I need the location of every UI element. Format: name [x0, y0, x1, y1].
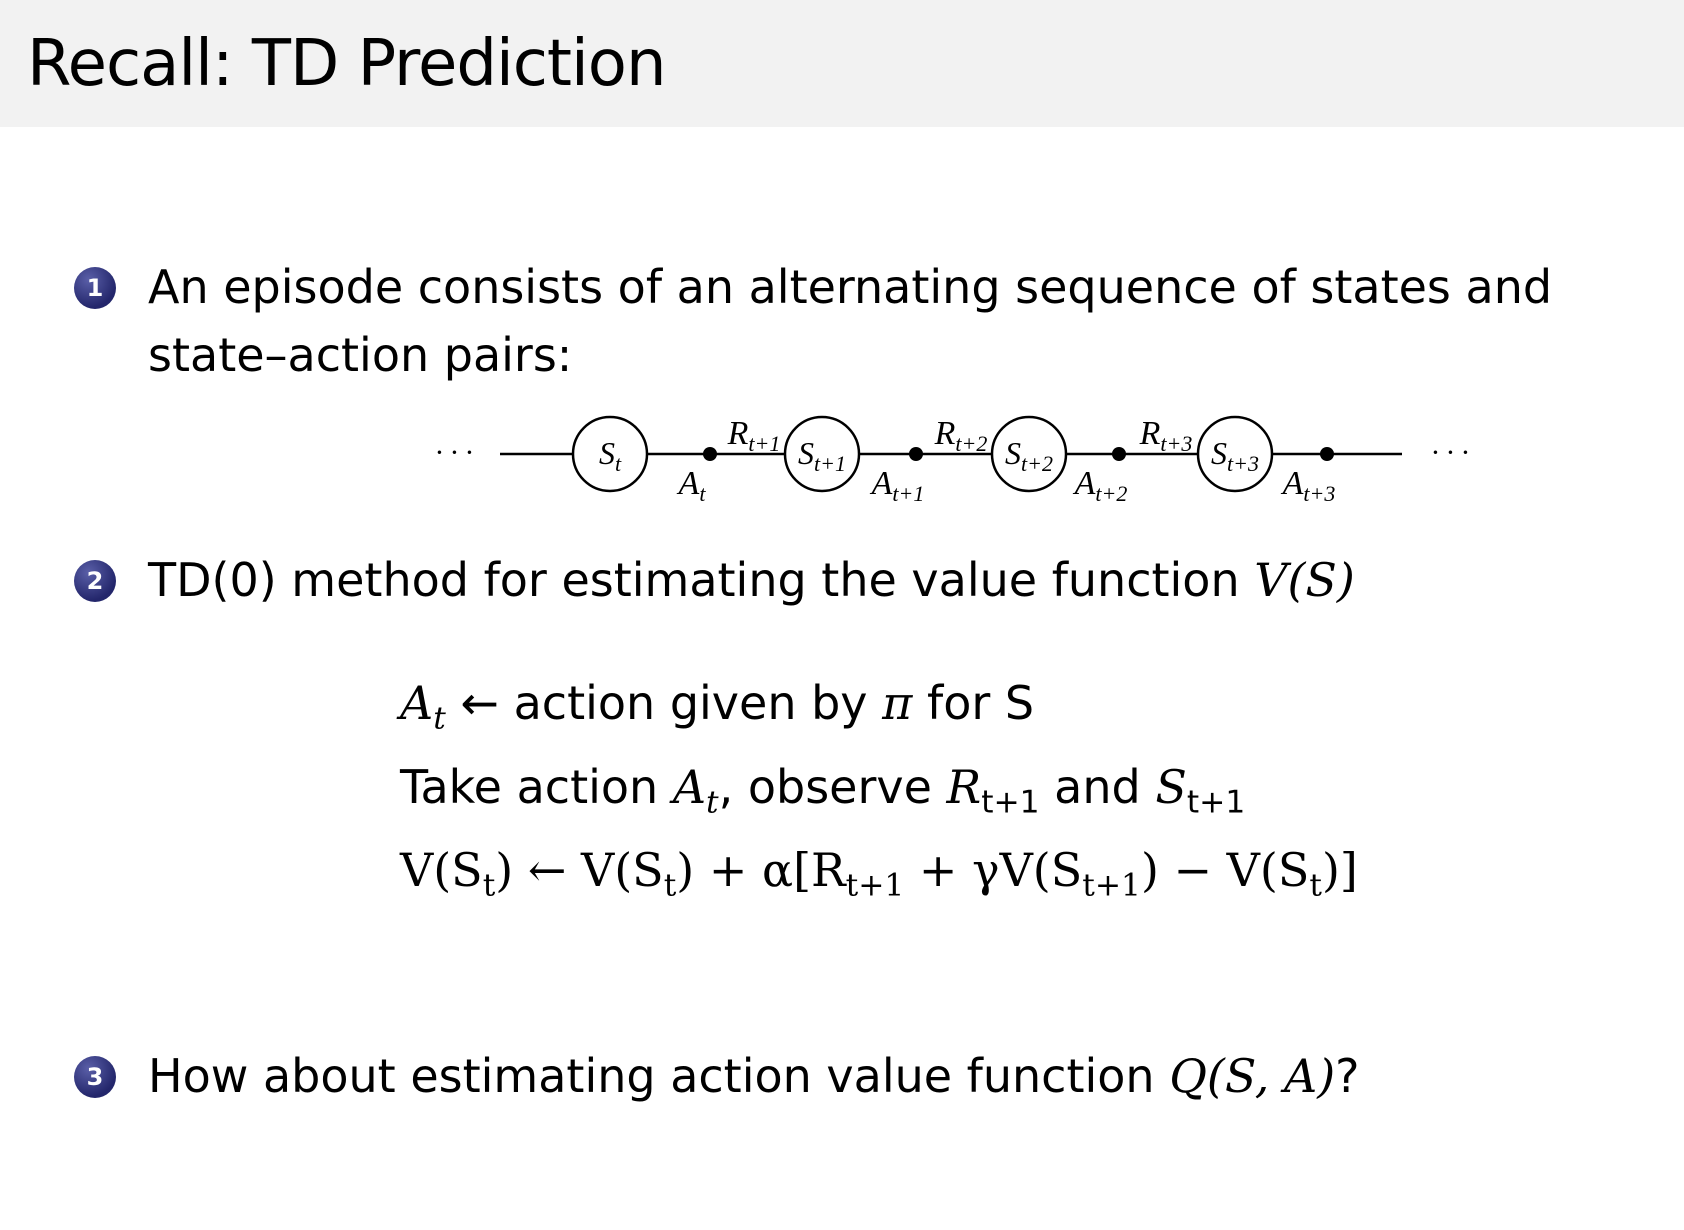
state-node: [571, 415, 649, 493]
item-1-line2: state–action pairs:: [148, 328, 573, 382]
text: for S: [912, 676, 1035, 730]
math-part: V(S: [400, 843, 483, 897]
item-2-text: TD(0) method for estimating the value fu…: [148, 546, 1355, 614]
action-label: At+3: [1281, 465, 1336, 506]
ellipsis-right: · · ·: [1431, 436, 1469, 469]
math-part: ) − V(S: [1140, 843, 1310, 897]
math-sub: t+1: [845, 867, 905, 904]
math-sub: t+1: [981, 784, 1040, 821]
reward-label: Rt+2: [934, 415, 988, 456]
episode-diagram: · · · · · · St St+1 St+2 St+3 At At+1 At+2 At+3 Rt…: [435, 415, 1469, 506]
item-2-math: V(S): [1254, 553, 1355, 607]
reward-label: Rt+1: [727, 415, 781, 456]
math-s: S: [1155, 760, 1187, 814]
action-label: At+2: [1073, 465, 1128, 506]
arrow: ←: [445, 676, 514, 730]
action-label: At: [677, 465, 707, 506]
math-pi: π: [882, 676, 913, 730]
item-3-math: Q(S, A): [1169, 1049, 1336, 1103]
item-1-line1: An episode consists of an alternating se…: [148, 260, 1553, 314]
item-3-label: How about estimating action value functi…: [148, 1049, 1170, 1103]
math-sub: t: [706, 784, 719, 821]
action-node: [1112, 447, 1126, 461]
bullet-number-2: 2: [74, 560, 116, 602]
bullet-number-3: 3: [74, 1056, 116, 1098]
equation-line-3: V(St) ← V(St) + α[Rt+1 + γV(St+1) − V(St…: [400, 840, 1358, 904]
action-label: At+1: [870, 465, 925, 506]
text: action given by: [513, 676, 883, 730]
action-node: [1320, 447, 1334, 461]
reward-label: Rt+3: [1139, 415, 1193, 456]
math-part: ) ← V(S: [495, 843, 664, 897]
state-label: St: [599, 435, 622, 476]
text: and: [1039, 760, 1156, 814]
equation-line-1: At ← action given by π for S: [400, 673, 1035, 737]
action-node: [703, 447, 717, 461]
math-part: )]: [1321, 843, 1358, 897]
math-a: A: [672, 760, 707, 814]
item-3-text: How about estimating action value functi…: [148, 1042, 1360, 1110]
state-label: St+1: [798, 435, 846, 476]
math-r: R: [946, 760, 982, 814]
math-part: + γV(S: [904, 843, 1083, 897]
equation-line-2: Take action At, observe Rt+1 and St+1: [400, 757, 1246, 821]
math-part: ) + α[R: [676, 843, 846, 897]
action-node: [909, 447, 923, 461]
math-sub: t: [1309, 867, 1322, 904]
math-sub: t+1: [1082, 867, 1141, 904]
math-sub: t+1: [1186, 784, 1246, 821]
math-sub: t: [482, 867, 496, 904]
state-node: [1196, 415, 1274, 493]
ellipsis-left: · · ·: [435, 436, 473, 469]
title-bar: Recall: TD Prediction: [0, 0, 1684, 127]
text: , observe: [718, 760, 947, 814]
math-a: A: [400, 676, 434, 730]
item-2-label: TD(0) method for estimating the value fu…: [148, 553, 1255, 607]
state-node: [783, 415, 861, 493]
state-node: [990, 415, 1068, 493]
math-sub: t: [663, 867, 677, 904]
state-label: St+2: [1005, 435, 1053, 476]
math-sub: t: [433, 700, 446, 737]
slide-title: Recall: TD Prediction: [27, 27, 666, 101]
bullet-number-1: 1: [74, 267, 116, 309]
item-3-suffix: ?: [1335, 1049, 1360, 1103]
text: Take action: [400, 760, 673, 814]
state-label: St+3: [1211, 435, 1259, 476]
